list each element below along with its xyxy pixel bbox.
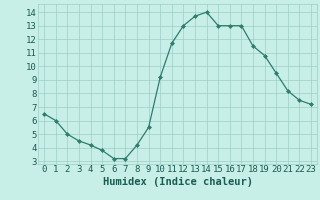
- X-axis label: Humidex (Indice chaleur): Humidex (Indice chaleur): [103, 177, 252, 187]
